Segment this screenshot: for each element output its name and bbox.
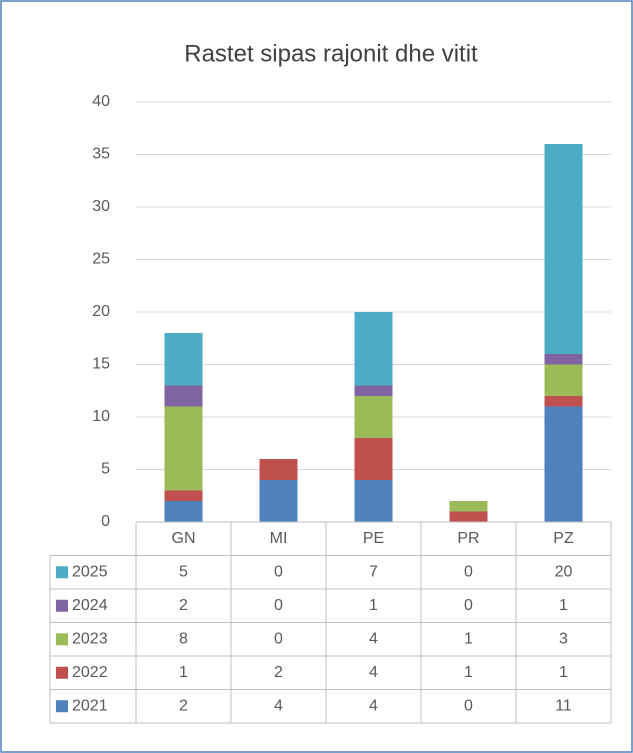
table-value: 2 xyxy=(179,697,188,714)
table-value: 5 xyxy=(179,563,188,580)
bar-segment xyxy=(354,312,393,386)
y-tick-label: 5 xyxy=(101,461,110,478)
table-value: 1 xyxy=(464,664,473,681)
y-tick-label: 20 xyxy=(92,303,110,320)
table-value: 0 xyxy=(464,697,473,714)
table-value: 1 xyxy=(179,664,188,681)
table-value: 7 xyxy=(369,563,378,580)
bar-segment xyxy=(544,396,583,407)
bar-segment xyxy=(544,364,583,396)
x-tick-label: GN xyxy=(172,530,196,547)
table-value: 0 xyxy=(464,563,473,580)
bar-segment xyxy=(544,144,583,354)
bar-segment xyxy=(449,511,488,522)
bar-segment xyxy=(164,501,203,522)
y-tick-label: 30 xyxy=(92,198,110,215)
table-value: 4 xyxy=(369,697,378,714)
bar-segment xyxy=(354,385,393,396)
x-tick-label: PZ xyxy=(553,530,574,547)
bar-segment xyxy=(354,438,393,480)
bar-segment xyxy=(164,385,203,407)
bar-segment xyxy=(259,459,298,480)
legend-swatch xyxy=(56,599,68,612)
legend-label: 2025 xyxy=(72,563,108,580)
x-tick-label: PR xyxy=(457,530,479,547)
y-tick-label: 35 xyxy=(92,146,110,163)
y-tick-label: 40 xyxy=(92,93,110,110)
table-value: 4 xyxy=(369,664,378,681)
legend-swatch xyxy=(56,566,68,579)
legend-label: 2024 xyxy=(72,597,108,614)
table-value: 3 xyxy=(559,630,568,647)
bar-segment xyxy=(544,406,583,522)
legend-swatch xyxy=(56,700,68,713)
table-value: 1 xyxy=(369,597,378,614)
table-value: 1 xyxy=(559,597,568,614)
bar-segment xyxy=(354,396,393,438)
table-value: 4 xyxy=(274,697,283,714)
table-value: 1 xyxy=(464,630,473,647)
table-value: 0 xyxy=(464,597,473,614)
legend-label: 2023 xyxy=(72,630,108,647)
y-tick-label: 25 xyxy=(92,251,110,268)
table-value: 8 xyxy=(179,630,188,647)
y-tick-label: 15 xyxy=(92,356,110,373)
table-value: 11 xyxy=(555,697,572,714)
bar-segment xyxy=(449,501,488,512)
legend-swatch xyxy=(56,666,68,679)
table-value: 2 xyxy=(274,664,283,681)
bar-segment xyxy=(544,354,583,365)
table-value: 2 xyxy=(179,597,188,614)
table-value: 4 xyxy=(369,630,378,647)
bar-segment xyxy=(164,333,203,386)
chart-title: Rastet sipas rajonit dhe vitit xyxy=(184,40,478,67)
legend-label: 2021 xyxy=(72,697,108,714)
y-tick-label: 0 xyxy=(101,513,110,530)
table-value: 20 xyxy=(555,563,573,580)
table-value: 0 xyxy=(274,563,283,580)
legend-swatch xyxy=(56,633,68,646)
legend-label: 2022 xyxy=(72,664,108,681)
bar-segment xyxy=(164,406,203,491)
bar-segment xyxy=(164,490,203,501)
table-value: 1 xyxy=(559,664,568,681)
table-value: 0 xyxy=(274,630,283,647)
x-tick-label: MI xyxy=(270,530,288,547)
bar-segment xyxy=(354,480,393,522)
table-value: 0 xyxy=(274,597,283,614)
bar-segment xyxy=(259,480,298,522)
x-tick-label: PE xyxy=(363,530,384,547)
y-tick-label: 10 xyxy=(92,408,110,425)
